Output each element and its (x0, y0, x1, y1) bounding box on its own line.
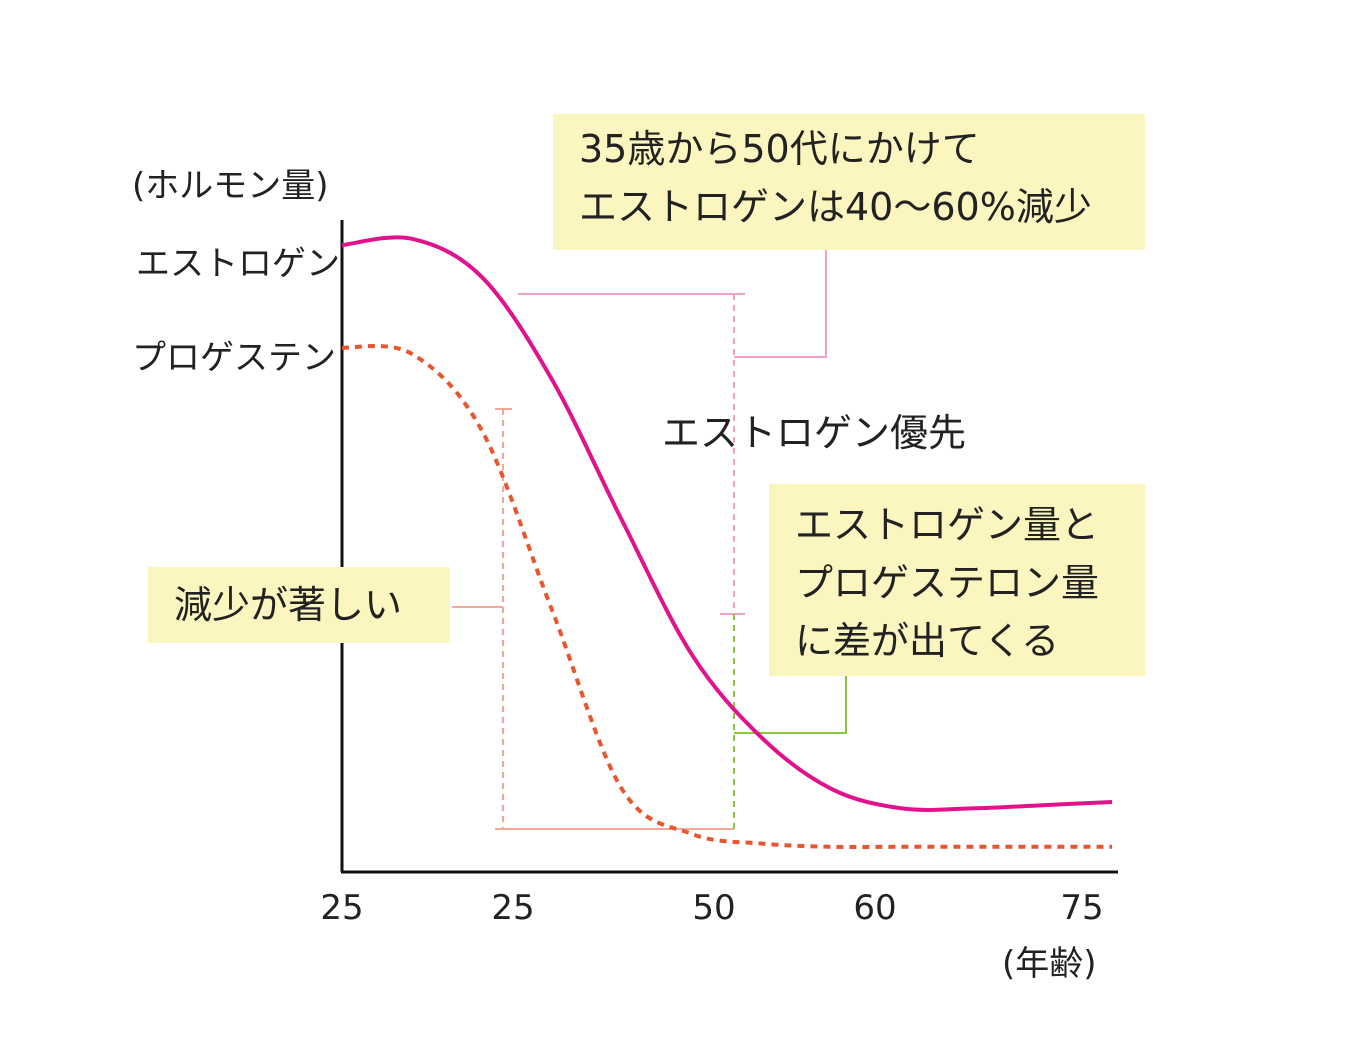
x-tick-label: 50 (692, 888, 736, 928)
difference-bracket (733, 614, 847, 829)
callout-line: 35歳から50代にかけて (579, 127, 980, 171)
annotation-estrogen-priority: エストロゲン優先 (662, 411, 967, 455)
series-line-estrogen (341, 235, 1113, 812)
x-tick-label: 25 (491, 888, 535, 928)
callout-line: エストロゲンは40〜60%減少 (579, 185, 1092, 229)
callout-line: 減少が著しい (174, 583, 403, 627)
callout-difference: エストロゲン量と プロゲステロン量 に差が出てくる (769, 484, 1145, 676)
x-tick-label: 25 (320, 888, 364, 928)
series-line-progesterone (341, 343, 1112, 850)
estrogen-drop-bracket (518, 250, 827, 615)
callout-estrogen-drop: 35歳から50代にかけて エストロゲンは40〜60%減少 (553, 114, 1145, 250)
callout-line: プロゲステロン量 (795, 561, 1100, 605)
progesterone-drop-bracket (452, 408, 734, 830)
series-label-progesterone: プロゲステン (132, 338, 336, 378)
x-tick-label: 75 (1060, 888, 1104, 928)
callout-line: エストロゲン量と (795, 503, 1100, 547)
x-tick-label: 60 (853, 888, 897, 928)
series-label-estrogen: エストロゲン (136, 244, 340, 284)
x-axis-title: (年齢) (1002, 944, 1097, 984)
callout-progesterone-drop: 減少が著しい (148, 567, 450, 643)
y-axis-title: (ホルモン量) (132, 166, 329, 206)
callout-line: に差が出てくる (795, 619, 1060, 663)
